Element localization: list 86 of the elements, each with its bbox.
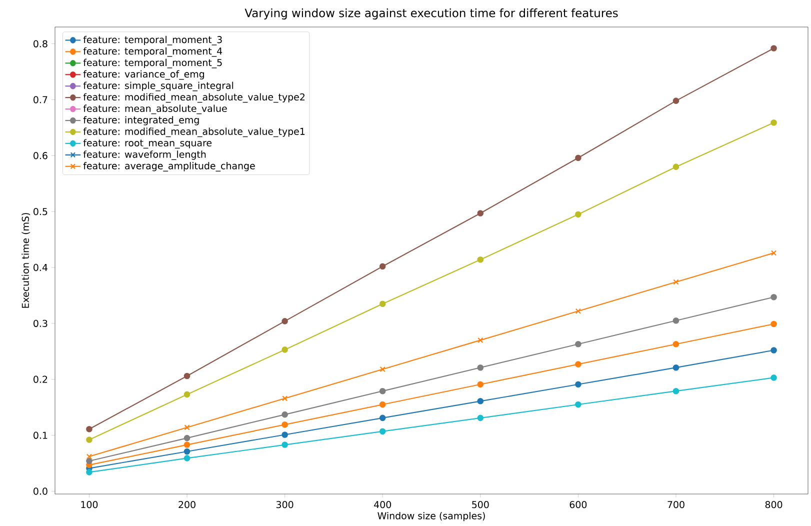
x-tick-label: 300 [276,501,294,508]
point [184,434,190,442]
point [575,340,582,348]
point [672,98,680,104]
point [379,300,386,307]
point [86,469,92,476]
point [477,364,484,371]
legend-label: feature: temporal_moment_3 [83,36,222,46]
legend-label: feature: mean_absolute_value [83,104,227,114]
x-tick-label: 100 [81,501,98,508]
point [672,388,680,394]
point [86,458,92,464]
point [379,401,386,408]
x-tick-label: 800 [765,501,782,508]
point [575,211,582,218]
point [184,455,190,462]
x-tick-label: 700 [668,501,684,508]
point [770,250,777,256]
point [477,398,484,404]
legend-label: feature: temporal_moment_5 [83,58,222,68]
y-tick-label: 0.7 [34,96,48,104]
point [672,364,680,371]
y-tick-label: 0.4 [34,264,48,272]
point [184,424,190,430]
point [379,414,386,422]
point [770,119,777,126]
point [673,279,679,285]
point [770,347,777,354]
point [770,320,777,328]
point [184,391,190,398]
y-tick-label: 0.2 [34,376,48,383]
point [380,366,386,372]
point [770,45,777,52]
point [184,448,190,455]
point [672,164,680,170]
point [86,426,92,432]
point [379,263,386,270]
point [575,361,582,368]
point [575,308,582,314]
legend-label: feature: waveform_length [83,150,206,160]
point [770,374,777,381]
legend-label: feature: variance_of_emg [83,70,204,80]
x-tick-label: 400 [374,501,391,508]
point [282,346,288,353]
point [379,428,386,435]
y-tick-label: 0.6 [34,152,48,160]
point [282,396,288,402]
point [282,411,288,418]
legend-label: feature: root_mean_square [83,139,212,149]
point [478,337,484,344]
x-tick-label: 200 [178,501,196,508]
y-tick-label: 0.0 [34,488,48,495]
legend-label: feature: modified_mean_absolute_value_type2 [83,93,304,103]
legend-label: feature: average_amplitude_change [83,162,255,172]
x-tick-label: 500 [472,501,489,508]
y-tick-label: 0.8 [34,40,48,48]
point [86,454,92,460]
point [575,154,582,162]
point [477,381,484,388]
legend-label: feature: integrated_emg [83,116,199,126]
point [282,318,288,324]
point [575,381,582,388]
legend-label: feature: modified_mean_absolute_value_type1 [83,128,305,138]
point [379,388,386,394]
point [184,372,190,380]
point [477,210,484,216]
point [282,421,288,428]
chart-title: Varying window size against execution time for different features [244,8,618,20]
legend-label: feature: simple_square_integral [83,82,234,92]
legend-label: feature: temporal_moment_4 [83,47,222,57]
y-tick-label: 0.3 [34,320,48,328]
point [575,401,582,408]
y-axis-title: Execution time (mS) [22,213,30,308]
point [86,436,92,443]
point [282,442,288,448]
point [672,317,680,324]
x-tick-label: 600 [570,501,587,508]
y-tick-label: 0.5 [34,208,48,216]
point [184,442,190,448]
point [770,294,777,300]
point [477,256,484,263]
point [672,340,680,348]
y-tick-label: 0.1 [34,432,48,439]
point [282,432,288,438]
point [477,414,484,422]
x-axis-title: Window size (samples) [378,512,485,522]
